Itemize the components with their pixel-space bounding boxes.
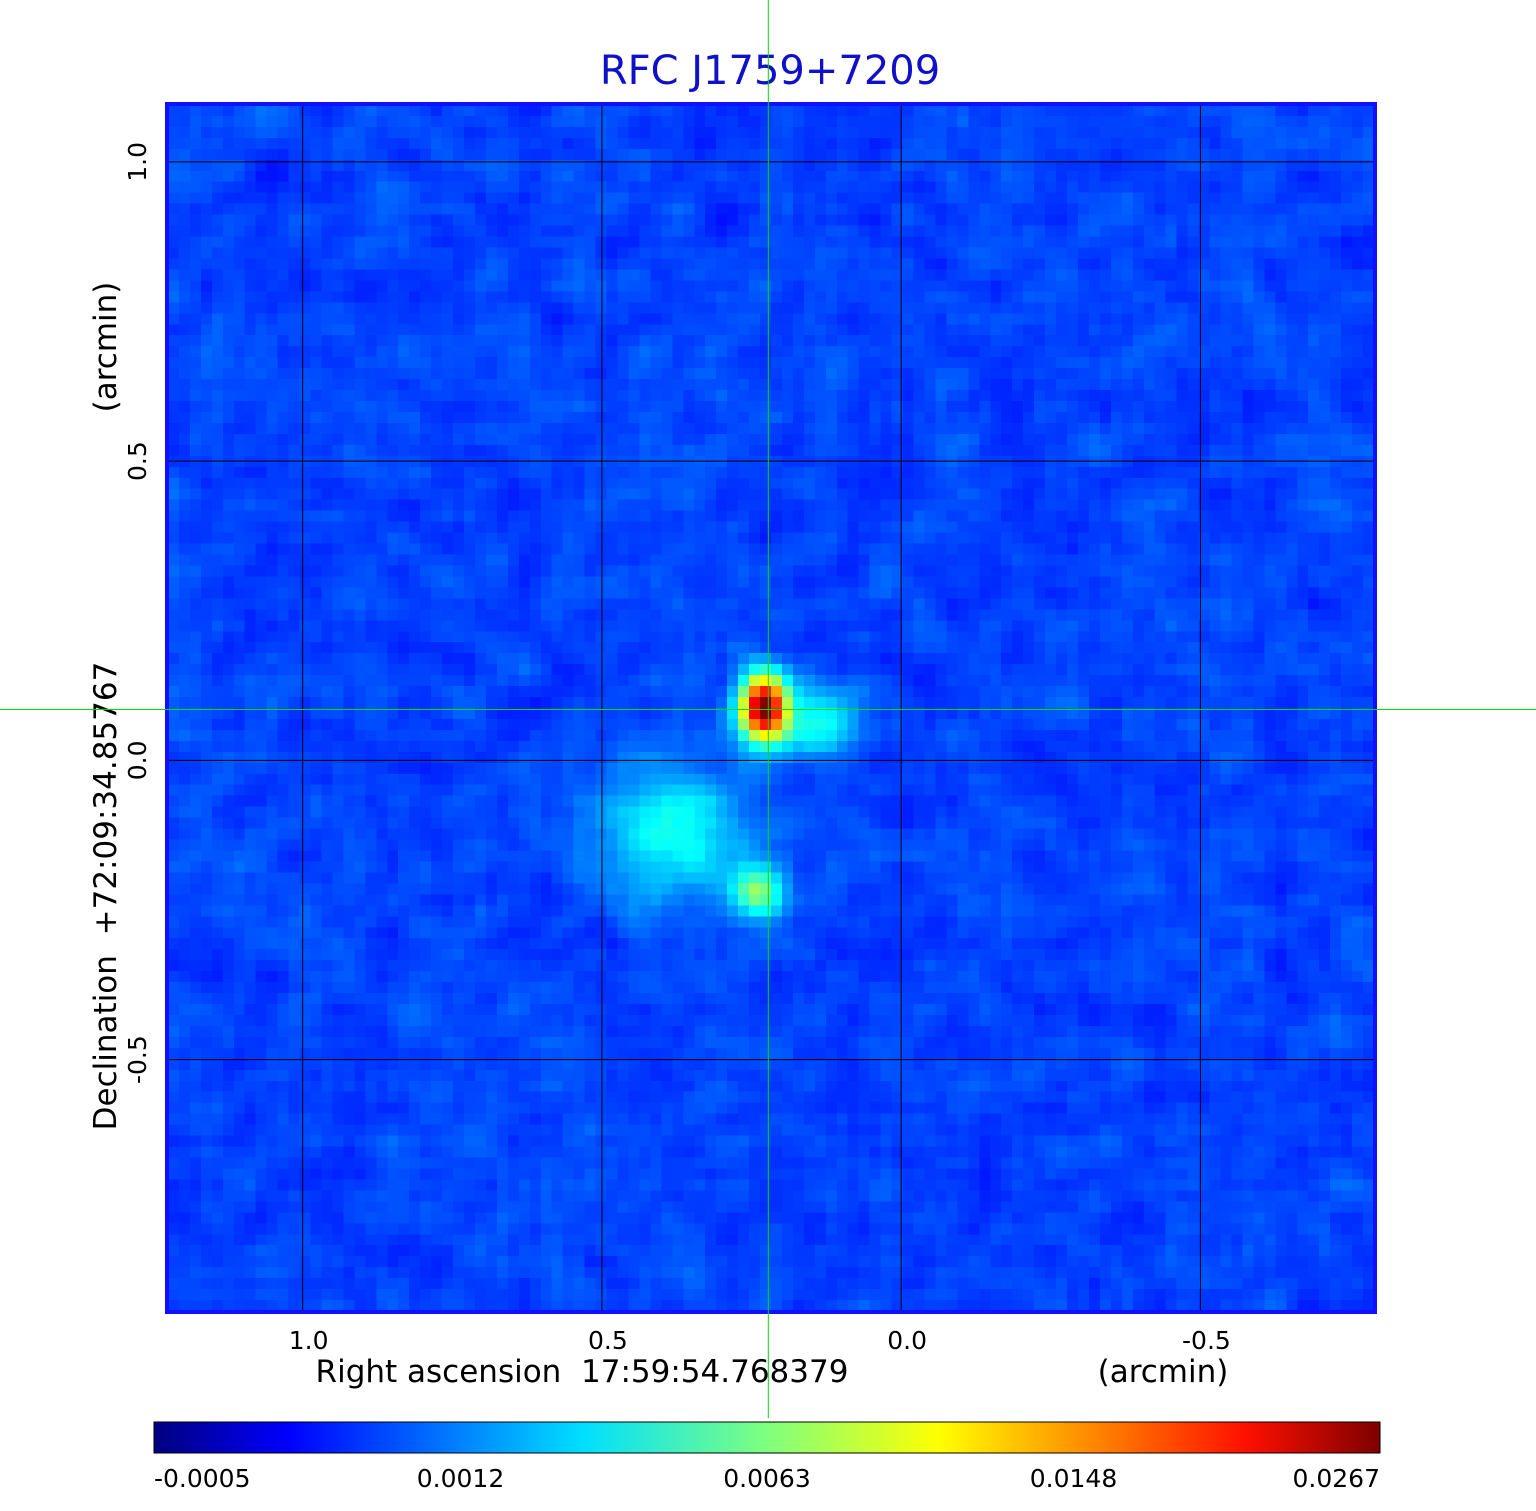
x-axis-unit: (arcmin) bbox=[1098, 1354, 1229, 1390]
y-tick-label: 0.0 bbox=[123, 740, 152, 780]
colorbar bbox=[153, 1421, 1381, 1454]
x-axis-label: Right ascension 17:59:54.768379 bbox=[316, 1354, 849, 1390]
chart-title: RFC J1759+7209 bbox=[600, 48, 940, 94]
colorbar-tick-label: 0.0148 bbox=[1030, 1464, 1117, 1493]
x-tick-label: 0.5 bbox=[588, 1326, 628, 1355]
colorbar-tick-label: -0.0005 bbox=[154, 1464, 251, 1493]
y-tick-labels: 1.0 0.5 0.0 -0.5 bbox=[123, 142, 152, 1084]
image-plane bbox=[168, 105, 1374, 1311]
y-axis-unit: (arcmin) bbox=[88, 282, 124, 413]
x-tick-label: 1.0 bbox=[289, 1326, 329, 1355]
y-tick-label: -0.5 bbox=[123, 1035, 152, 1084]
x-tick-label: -0.5 bbox=[1182, 1326, 1231, 1355]
x-tick-label: 0.0 bbox=[887, 1326, 927, 1355]
x-tick-labels: 1.0 0.5 0.0 -0.5 bbox=[289, 1326, 1231, 1355]
colorbar-tick-labels: -0.0005 0.0012 0.0063 0.0148 0.0267 bbox=[154, 1464, 1380, 1493]
plot-frame bbox=[165, 102, 1377, 1314]
flux-heatmap bbox=[168, 105, 1374, 1311]
crosshair bbox=[0, 0, 1536, 1418]
colorbar-tick-label: 0.0267 bbox=[1293, 1464, 1380, 1493]
y-axis-label: Declination +72:09:34.85767 bbox=[88, 662, 124, 1131]
colorbar-tick-label: 0.0063 bbox=[723, 1464, 810, 1493]
y-tick-label: 0.5 bbox=[123, 441, 152, 481]
coordinate-grid bbox=[168, 105, 1374, 1311]
colorbar-tick-label: 0.0012 bbox=[417, 1464, 504, 1493]
y-tick-label: 1.0 bbox=[123, 142, 152, 182]
